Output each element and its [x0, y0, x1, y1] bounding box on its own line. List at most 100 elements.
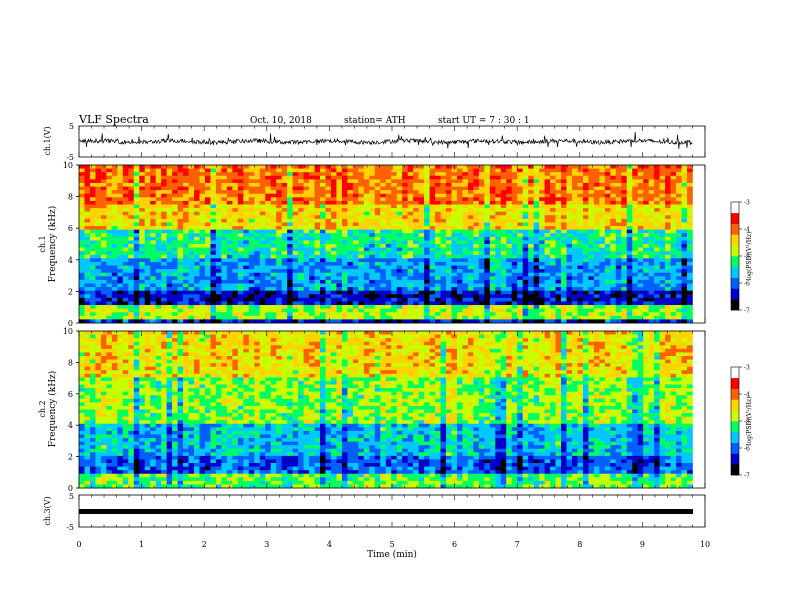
spectrogram-cell	[341, 279, 348, 284]
spectrogram-cell	[314, 297, 321, 302]
spectrogram-cell	[139, 297, 146, 302]
spectrogram-cell	[248, 287, 255, 291]
spectrogram-cell	[555, 283, 562, 288]
spectrogram-cell	[566, 218, 573, 223]
spectrogram-cell	[325, 297, 332, 302]
spectrogram-cell	[687, 200, 693, 205]
spectrogram-cell	[254, 168, 261, 173]
spectrogram-cell	[194, 197, 200, 202]
spectrogram-cell	[117, 287, 124, 291]
spectrogram-cell	[259, 186, 266, 191]
spectrogram-cell	[336, 305, 343, 309]
spectrogram-cell	[341, 240, 348, 245]
spectrogram-cell	[177, 269, 184, 274]
spectrogram-cell	[648, 258, 655, 263]
spectrogram-cell	[506, 236, 513, 241]
spectrogram-cell	[336, 168, 343, 173]
spectrogram-cell	[237, 276, 244, 281]
spectrogram-cell	[435, 305, 441, 309]
spectrogram-cell	[407, 301, 414, 306]
spectrogram-cell	[391, 258, 397, 263]
spectrogram-cell	[358, 218, 365, 223]
spectrogram-cell	[522, 287, 529, 291]
spectrogram-cell	[418, 301, 425, 306]
spectrogram-cell	[451, 254, 458, 259]
spectrogram-cell	[215, 265, 222, 270]
spectrogram-cell	[194, 258, 200, 263]
spectrogram-cell	[473, 279, 480, 284]
spectrogram-cell	[215, 279, 222, 284]
spectrogram-cell	[287, 168, 293, 173]
spectrogram-cell	[626, 265, 633, 270]
spectrogram-cell	[456, 315, 463, 320]
spectrogram-cell	[462, 211, 469, 216]
spectrogram-cell	[309, 265, 315, 270]
spectrogram-cell	[424, 197, 430, 202]
spectrogram-cell	[95, 186, 102, 191]
spectrogram-cell	[248, 308, 255, 313]
spectrogram-cell	[637, 261, 644, 266]
spectrogram-cell	[177, 211, 184, 216]
spectrogram-cell	[265, 251, 272, 256]
spectrogram-cell	[259, 200, 266, 205]
spectrogram-cell	[188, 254, 195, 259]
spectrogram-cell	[440, 204, 447, 209]
spectrogram-cell	[643, 172, 649, 177]
spectrogram-cell	[654, 283, 660, 288]
spectrogram-cell	[659, 168, 666, 173]
spectrogram-cell	[281, 193, 288, 198]
spectrogram-cell	[632, 165, 639, 169]
spectrogram-cell	[161, 251, 167, 256]
spectrogram-cell	[248, 276, 255, 281]
spectrogram-cell	[391, 261, 397, 266]
spectrogram-cell	[665, 287, 671, 291]
spectrogram-cell	[79, 297, 85, 302]
spectrogram-cell	[478, 172, 485, 177]
spectrogram-cell	[577, 258, 584, 263]
spectrogram-cell	[330, 258, 337, 263]
spectrogram-cell	[243, 261, 250, 266]
spectrogram-cell	[177, 283, 184, 288]
spectrogram-cell	[292, 204, 299, 209]
spectrogram-cell	[424, 319, 430, 324]
spectrogram-cell	[100, 211, 107, 216]
spectrogram-cell	[451, 200, 458, 205]
spectrogram-cell	[281, 200, 288, 205]
spectrogram-cell	[391, 186, 397, 191]
spectrogram-cell	[456, 251, 463, 256]
spectrogram-cell	[281, 315, 288, 320]
spectrogram-cell	[128, 193, 135, 198]
spectrogram-cell	[555, 294, 562, 299]
spectrogram-cell	[533, 283, 540, 288]
spectrogram-cell	[418, 222, 425, 227]
spectrogram-cell	[330, 254, 337, 259]
spectrogram-cell	[292, 233, 299, 238]
spectrogram-cell	[424, 254, 430, 259]
spectrogram-cell	[254, 165, 261, 169]
spectrogram-cell	[95, 258, 102, 263]
spectrogram-cell	[561, 168, 567, 173]
spectrogram-cell	[385, 315, 392, 320]
spectrogram-cell	[566, 215, 573, 220]
spectrogram-cell	[358, 211, 365, 216]
spectrogram-cell	[500, 297, 507, 302]
spectrogram-cell	[111, 276, 118, 281]
spectrogram-cell	[484, 261, 491, 266]
spectrogram-cell	[456, 211, 463, 216]
spectrogram-cell	[413, 179, 419, 184]
spectrogram-cell	[226, 193, 233, 198]
spectrogram-cell	[298, 261, 304, 266]
spectrogram-cell	[391, 211, 397, 216]
spectrogram-cell	[604, 233, 611, 238]
spectrogram-cell	[199, 254, 206, 259]
spectrogram-cell	[533, 204, 540, 209]
spectrogram-cell	[352, 283, 359, 288]
spectrogram-cell	[665, 190, 671, 195]
spectrogram-cell	[369, 222, 376, 227]
spectrogram-cell	[407, 208, 414, 212]
spectrogram-cell	[374, 168, 381, 173]
spectrogram-cell	[352, 182, 359, 187]
spectrogram-cell	[588, 297, 595, 302]
spectrogram-cell	[495, 168, 502, 173]
spectrogram-cell	[676, 182, 682, 187]
